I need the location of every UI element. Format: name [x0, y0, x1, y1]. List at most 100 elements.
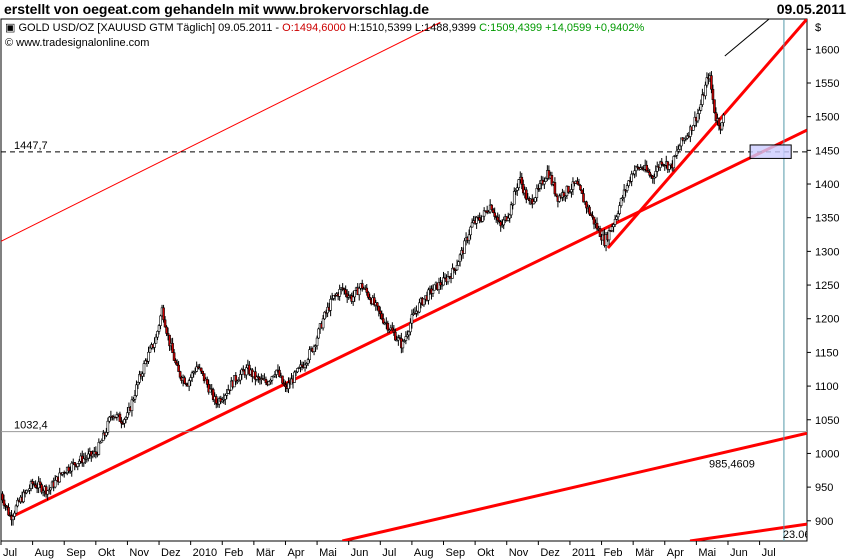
candle-body [598, 228, 602, 237]
candle [717, 117, 721, 131]
candle-body [147, 351, 150, 362]
candle [678, 143, 682, 150]
x-axis: Jul Aug Sep Okt Nov Dez 2010 Feb Mär Apr Mai Jun Jul… [0, 541, 776, 559]
y-tick-label: 950 [815, 482, 833, 494]
candle [257, 373, 260, 383]
candle [524, 187, 528, 204]
candle-body [108, 416, 111, 422]
candle [567, 185, 570, 194]
candle-body [577, 183, 581, 186]
candle-body [550, 174, 554, 185]
candle-body [375, 302, 379, 307]
candle [32, 481, 36, 487]
candle [509, 201, 513, 219]
candle-body [25, 490, 28, 494]
candle-body [470, 222, 474, 228]
candle-body [312, 345, 316, 352]
y-tick-label: 1550 [815, 78, 839, 90]
candle [589, 212, 593, 216]
candle [382, 313, 385, 325]
candle-body [234, 375, 238, 382]
candle [497, 214, 501, 224]
candle [132, 397, 135, 402]
x-tick-label: Jul [762, 547, 776, 559]
x-tick-label: Dez [161, 547, 181, 559]
candle-body [49, 487, 52, 491]
candle-body [202, 373, 206, 382]
candle [163, 316, 167, 328]
candle-body [153, 342, 156, 348]
candle-body [502, 219, 506, 226]
candle-body [696, 113, 700, 122]
candle-body [463, 240, 466, 254]
candle [508, 213, 512, 223]
candle [293, 370, 296, 383]
candle-body [22, 491, 25, 503]
candle-body [211, 389, 215, 401]
candle-body [130, 399, 134, 411]
y-tick-label: 1250 [815, 280, 839, 292]
candle-body [543, 181, 546, 185]
candle-body [236, 380, 239, 383]
x-tick-label: Nov [129, 547, 149, 559]
candle [49, 487, 52, 495]
candle-body [174, 360, 177, 364]
candle-body [121, 422, 125, 425]
candle-body [591, 215, 594, 218]
candle [562, 190, 566, 201]
candle [568, 190, 572, 194]
candle-body [68, 470, 72, 473]
candle [312, 344, 316, 356]
annotation-0: 985,4609 [709, 459, 755, 471]
candle [105, 427, 108, 438]
candle-body [85, 457, 89, 460]
y-tick-label: 1600 [815, 44, 839, 56]
candle [711, 84, 715, 105]
candle [73, 461, 77, 471]
y-tick-label: 1200 [815, 314, 839, 326]
candle [199, 367, 203, 374]
candle [141, 371, 144, 382]
candle [115, 411, 119, 421]
candle [344, 285, 347, 298]
candle-body [172, 352, 176, 361]
candle-body [582, 193, 585, 203]
candle [130, 396, 134, 417]
candle-body [94, 451, 98, 455]
y-tick-label: 900 [815, 516, 833, 528]
candle [159, 314, 162, 330]
candle [108, 416, 111, 424]
candle-body [580, 189, 584, 194]
x-tick-label: Jun [730, 547, 748, 559]
candle [26, 489, 30, 492]
candle [705, 72, 709, 88]
candle-body [207, 384, 211, 393]
candle [592, 216, 596, 230]
candle [58, 467, 62, 483]
candle [496, 212, 499, 225]
candle [306, 357, 310, 367]
x-tick-label: Aug [35, 547, 55, 559]
candle [582, 188, 585, 203]
candle-body [658, 161, 662, 168]
candle [512, 187, 516, 205]
candle-body [257, 376, 260, 379]
candle [607, 227, 611, 246]
candle-body [621, 197, 624, 199]
candle [470, 218, 474, 228]
candle [126, 406, 129, 420]
candle [455, 259, 459, 271]
candle [46, 490, 49, 501]
y-tick-label: 1100 [815, 381, 839, 393]
candle-body [571, 181, 575, 190]
candle-body [294, 371, 298, 374]
candle [511, 203, 515, 210]
candle [317, 327, 320, 339]
candle [433, 284, 436, 291]
candle-body [132, 398, 135, 401]
candle-body [135, 384, 138, 396]
candle [190, 370, 194, 382]
candle [618, 201, 621, 216]
candle [220, 396, 224, 404]
candle-body [422, 298, 426, 306]
